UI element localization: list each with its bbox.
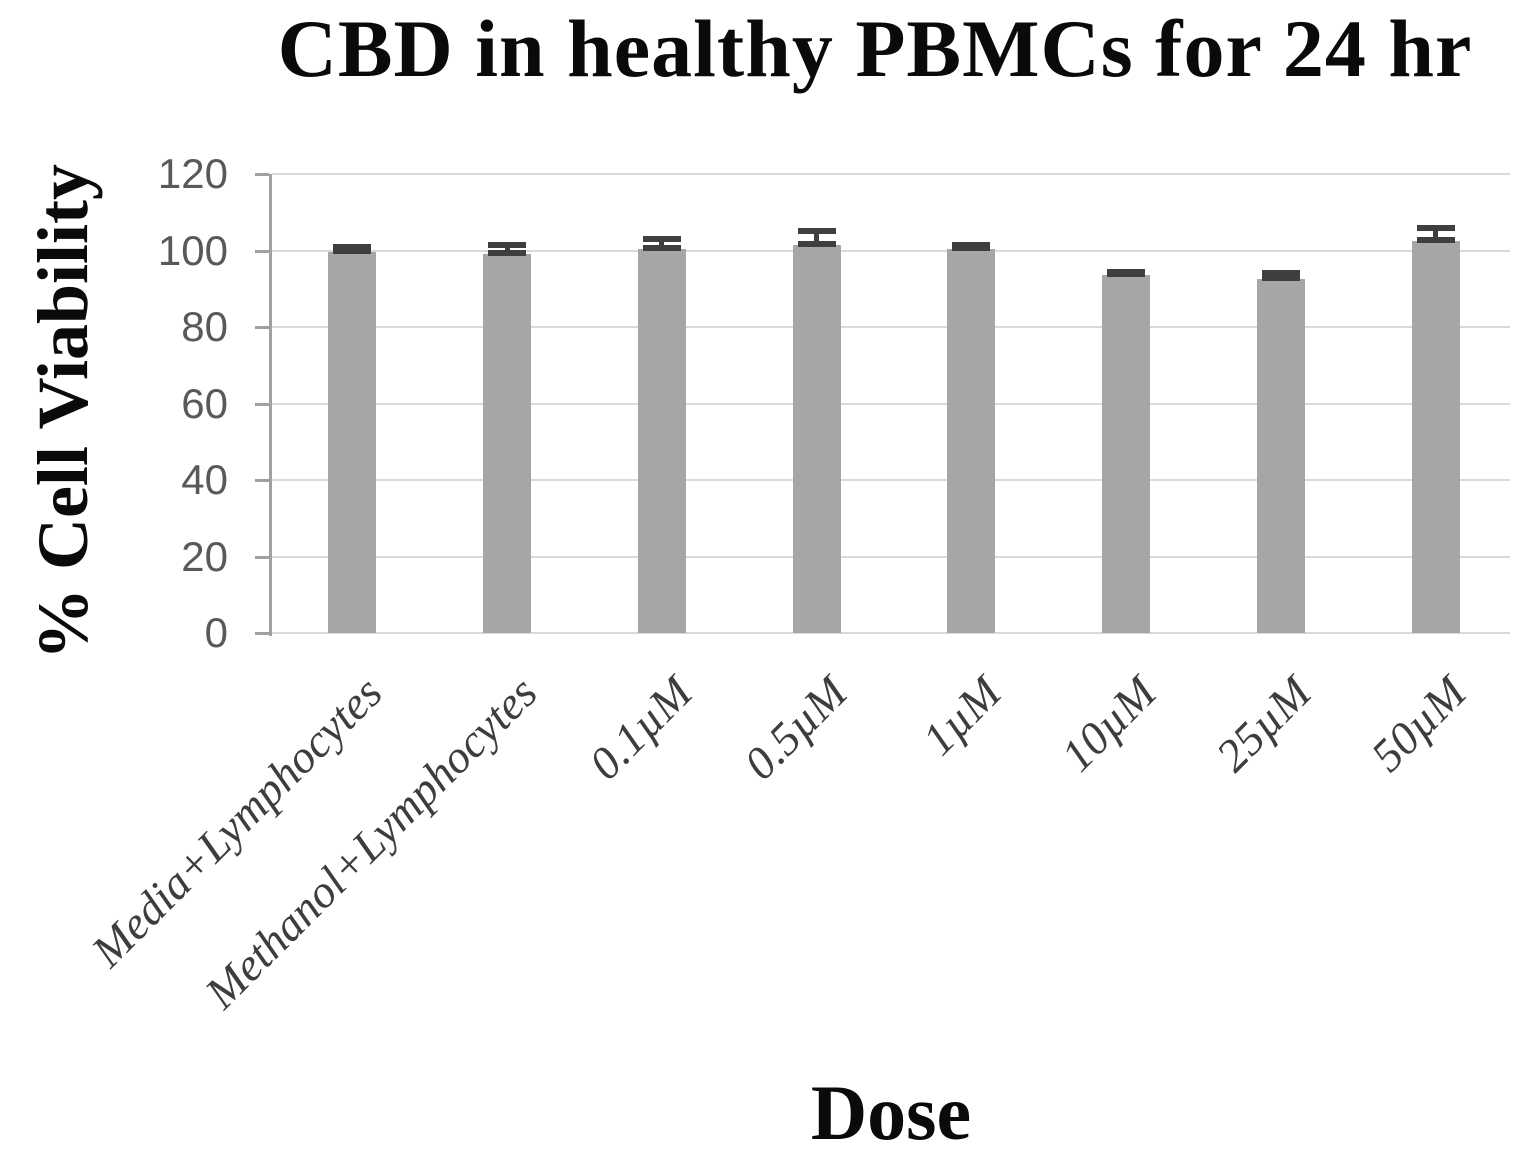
y-axis-tick [255,249,269,253]
y-tick-label: 80 [181,303,228,350]
error-bar-cap [1416,224,1455,231]
bar [792,244,841,633]
bar [947,248,996,633]
gridline [272,555,1510,558]
bar [328,252,377,633]
y-axis-line [269,174,272,636]
chart-title: CBD in healthy PBMCs for 24 hr [277,3,1473,94]
y-tick-label: 40 [181,456,228,503]
y-axis-tick [255,326,269,329]
gridline [272,632,1510,634]
bar [637,248,686,633]
y-axis-tick [255,402,269,406]
bar [1102,275,1151,633]
error-bar-cap [1416,236,1455,243]
gridline [272,173,1510,175]
y-axis-tick [255,632,269,635]
error-bar-cap [797,228,836,235]
error-bar-cap [333,243,372,250]
error-bar-cap [1261,275,1300,282]
y-axis-tick [255,555,269,559]
gridline [272,479,1510,481]
y-axis-tick [255,479,269,482]
gridline [272,249,1510,252]
error-bar-cap [333,248,372,255]
y-tick-label: 20 [181,532,228,580]
error-bar-cap [1261,270,1300,277]
error-bar-stem [504,244,510,255]
error-bar-cap [797,240,836,247]
error-bar-cap [488,250,527,257]
bar [1256,279,1305,633]
y-tick-label: 120 [157,150,228,197]
y-tick-label: 100 [157,226,228,274]
error-bar-stem [659,239,665,249]
error-bar-cap [642,236,681,243]
gridline [272,326,1510,328]
error-bar-cap [1107,271,1146,278]
gridline [272,402,1510,405]
error-bar-cap [642,244,681,251]
plot-area [255,173,1510,636]
error-bar-cap [488,241,527,248]
y-tick-label: 60 [181,379,228,427]
y-axis-tick [255,173,269,176]
error-bar-stem [1433,227,1439,241]
bar [1411,240,1460,633]
x-axis-title: Dose [810,1069,972,1156]
bar [483,254,532,633]
y-tick-label: 0 [204,609,228,656]
error-bar-cap [952,244,991,251]
error-bar-stem [814,231,820,245]
